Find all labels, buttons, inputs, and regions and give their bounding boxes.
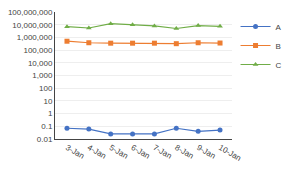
svg-text:0.01: 0.01 <box>37 135 53 144</box>
svg-text:C: C <box>276 61 282 70</box>
svg-text:1,000,000: 1,000,000 <box>17 33 53 42</box>
svg-text:5-Jan: 5-Jan <box>108 143 130 161</box>
svg-text:10,000,000: 10,000,000 <box>12 21 53 30</box>
svg-text:10,000: 10,000 <box>28 59 53 68</box>
svg-text:A: A <box>276 23 282 32</box>
svg-text:100,000,000: 100,000,000 <box>8 8 53 17</box>
svg-text:10-Jan: 10-Jan <box>217 143 243 163</box>
svg-text:9-Jan: 9-Jan <box>195 143 217 161</box>
svg-text:1,000: 1,000 <box>32 71 53 80</box>
svg-text:6-Jan: 6-Jan <box>130 143 152 161</box>
svg-text:7-Jan: 7-Jan <box>151 143 173 161</box>
svg-text:3-Jan: 3-Jan <box>64 143 86 161</box>
svg-text:8-Jan: 8-Jan <box>173 143 195 161</box>
svg-text:100: 100 <box>39 84 53 93</box>
svg-text:4-Jan: 4-Jan <box>86 143 108 161</box>
svg-text:10: 10 <box>43 97 52 106</box>
svg-text:0.1: 0.1 <box>41 122 53 131</box>
svg-text:1: 1 <box>48 109 53 118</box>
svg-text:100,000: 100,000 <box>23 46 52 55</box>
svg-text:B: B <box>276 42 281 51</box>
